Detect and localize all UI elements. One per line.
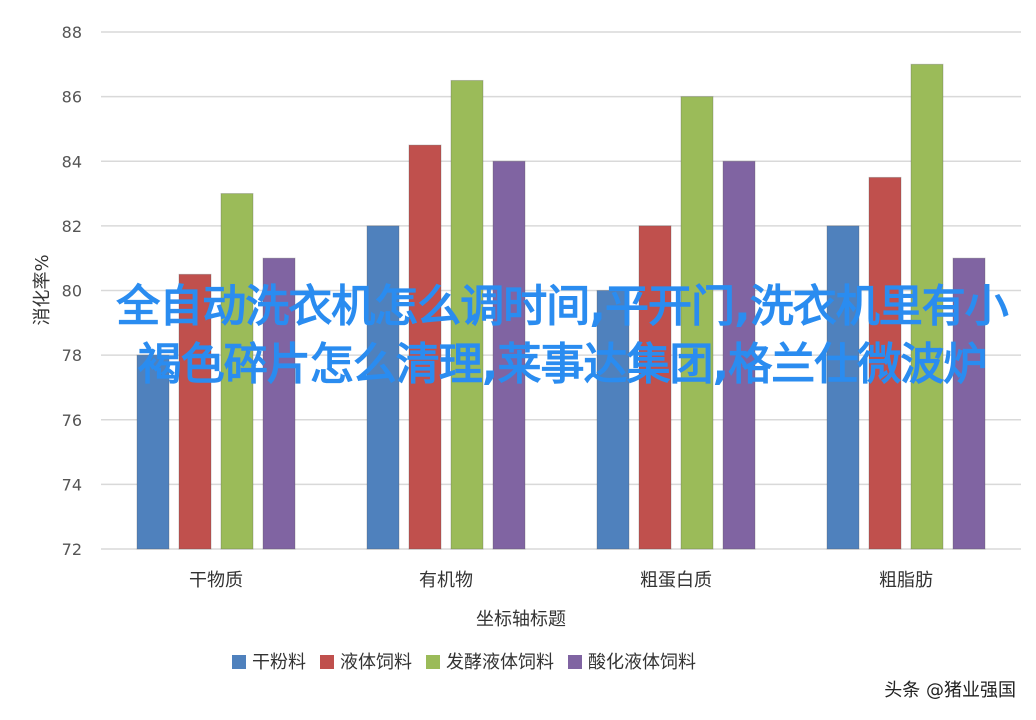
y-tick-label: 72 (62, 540, 82, 559)
legend-label: 干粉料 (252, 652, 306, 673)
y-tick-label: 88 (62, 23, 82, 42)
x-tick-label: 粗脂肪 (879, 570, 933, 591)
legend-label: 酸化液体饲料 (588, 652, 696, 673)
y-tick-label: 80 (62, 282, 82, 301)
bar (638, 225, 672, 550)
y-tick-label: 82 (62, 217, 82, 236)
bar (408, 144, 442, 550)
bar (596, 290, 630, 550)
legend-swatch (320, 655, 334, 669)
bar (868, 176, 902, 550)
x-tick-label: 干物质 (189, 570, 243, 591)
bar (952, 257, 986, 550)
bar (262, 257, 296, 550)
bar (910, 63, 944, 550)
bar (136, 354, 170, 550)
y-tick-label: 76 (62, 411, 82, 430)
bar (450, 79, 484, 550)
bar (220, 193, 254, 550)
y-tick-label: 74 (62, 475, 82, 494)
x-tick-label: 有机物 (419, 570, 473, 591)
y-tick-label: 86 (62, 88, 82, 107)
bar (492, 160, 526, 550)
bar (178, 273, 212, 550)
bar (366, 225, 400, 550)
bar (826, 225, 860, 550)
legend-swatch (232, 655, 246, 669)
legend-swatch (426, 655, 440, 669)
overlay-caption: 全自动洗衣机怎么调时间,平开门,洗衣机里有小褐色碎片怎么清理,莱事达集团,格兰仕… (116, 281, 1008, 390)
y-tick-label: 78 (62, 346, 82, 365)
x-axis-title: 坐标轴标题 (476, 609, 566, 630)
x-tick-label: 粗蛋白质 (640, 570, 712, 591)
legend-label: 发酵液体饲料 (446, 652, 554, 673)
legend-swatch (568, 655, 582, 669)
legend-label: 液体饲料 (340, 652, 412, 673)
y-axis-title: 消化率% (32, 254, 53, 325)
bar (722, 160, 756, 550)
bar (680, 96, 714, 550)
watermark: 头条 @猪业强国 (884, 680, 1016, 701)
y-tick-label: 84 (62, 152, 82, 171)
